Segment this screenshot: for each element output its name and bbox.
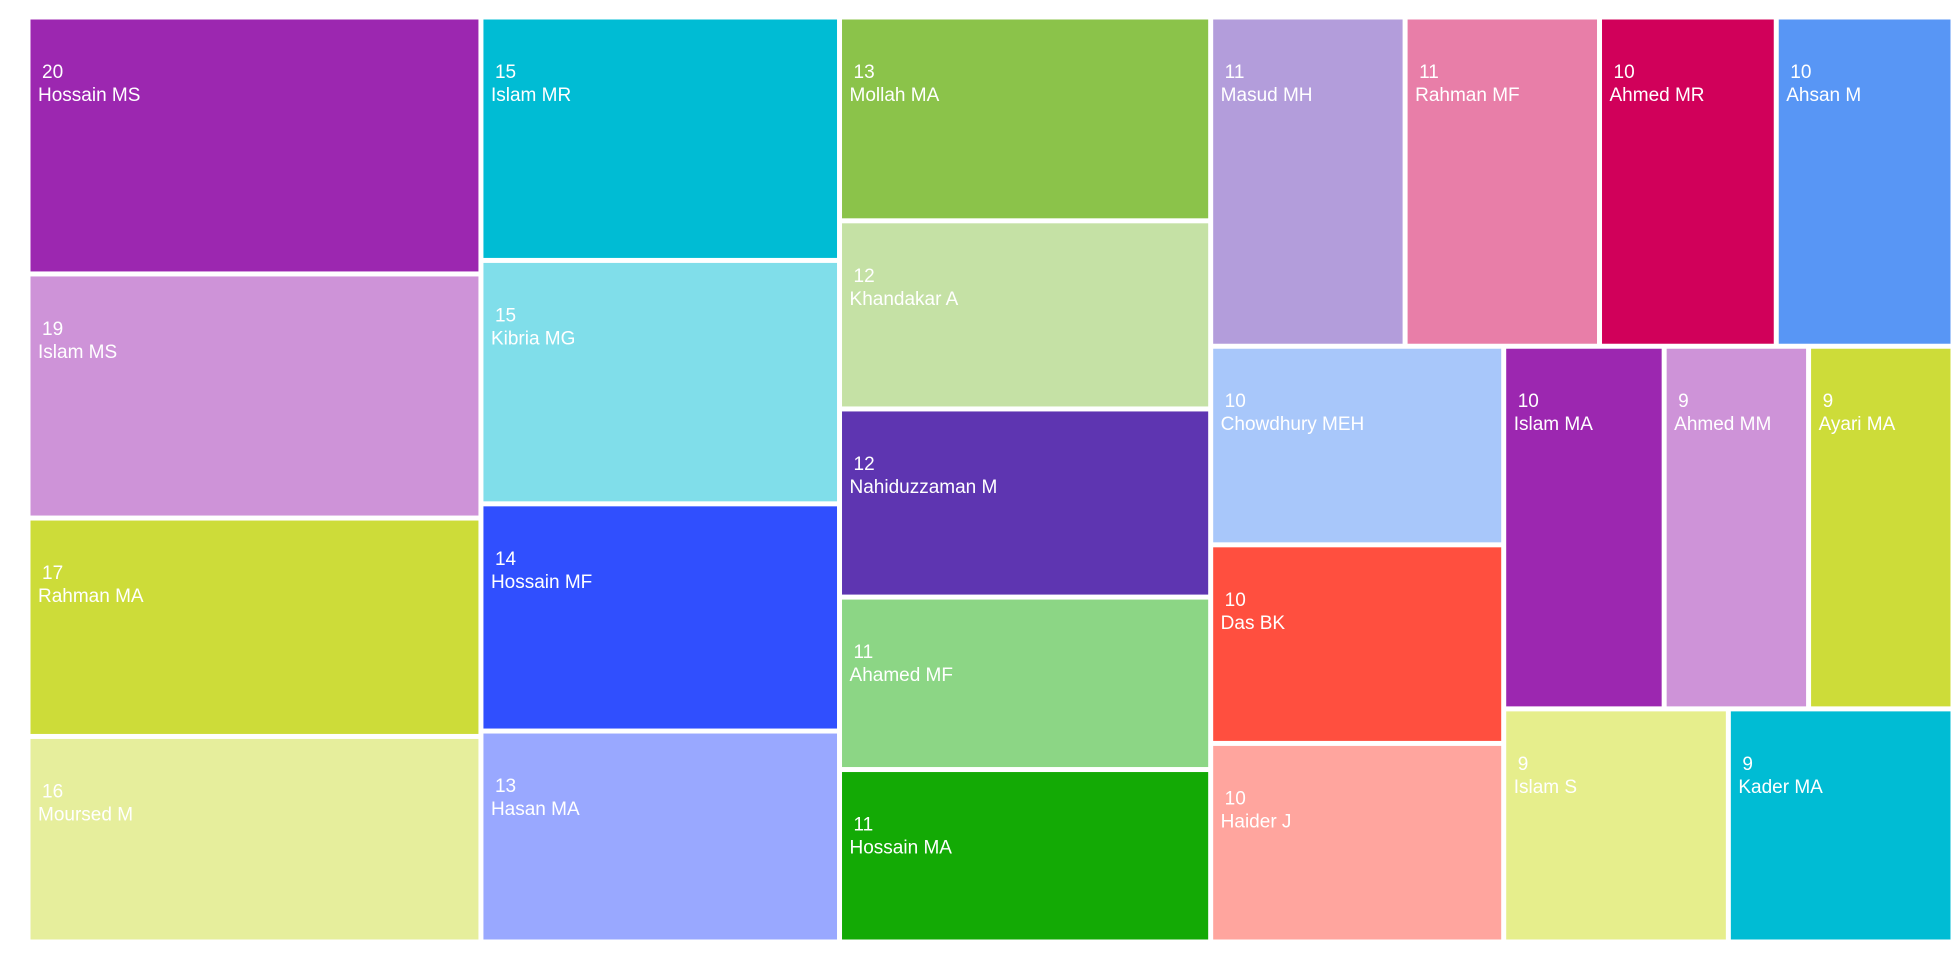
tile-value: 12 (854, 454, 875, 475)
tile (1407, 19, 1598, 344)
tile (1213, 348, 1502, 543)
tile (483, 19, 838, 258)
tile (1778, 19, 1951, 344)
tile-label: Mollah MA (850, 85, 940, 106)
tile-value: 10 (1518, 391, 1539, 412)
tile-label: Ahmed MR (1610, 85, 1705, 106)
tile-label: Khandakar A (850, 289, 959, 310)
tile-value: 11 (1419, 62, 1439, 83)
tile-label: Moursed M (38, 804, 133, 825)
tile-value: 10 (1225, 391, 1246, 412)
tile-label: Kader MA (1738, 777, 1823, 798)
tile-label: Hossain MS (38, 85, 140, 106)
tile (1506, 348, 1662, 707)
tile-label: Rahman MA (38, 586, 144, 607)
tile-label: Islam MR (491, 85, 571, 106)
tile (1666, 348, 1807, 707)
tile-value: 10 (1790, 62, 1811, 83)
tile-label: Das BK (1221, 613, 1286, 634)
tile-value: 9 (1678, 391, 1689, 412)
tile-value: 16 (42, 781, 63, 802)
tile-value: 10 (1614, 62, 1635, 83)
tile (483, 262, 838, 502)
tile-value: 11 (854, 642, 874, 663)
tile-value: 9 (1518, 754, 1529, 775)
tile-value: 11 (1225, 62, 1245, 83)
tile-label: Hasan MA (491, 799, 580, 820)
tile-label: Ahsan M (1786, 85, 1861, 106)
tile (842, 19, 1209, 219)
tile-value: 10 (1225, 590, 1246, 611)
tile-value: 19 (42, 319, 63, 340)
tile-label: Kibria MG (491, 328, 575, 349)
tile-label: Masud MH (1221, 85, 1313, 106)
tile (842, 772, 1209, 940)
tile-label: Ahamed MF (850, 665, 953, 686)
tile-value: 20 (42, 62, 63, 83)
tile (483, 733, 838, 940)
tile (1602, 19, 1774, 344)
tile (1213, 19, 1403, 344)
tile-value: 17 (42, 563, 63, 584)
tile-label: Hossain MA (850, 838, 953, 859)
tile-value: 15 (495, 62, 516, 83)
tile (30, 19, 479, 272)
tile-value: 13 (854, 62, 875, 83)
tile (1730, 711, 1951, 940)
tile-value: 15 (495, 305, 516, 326)
tile-value: 14 (495, 549, 517, 570)
tile (30, 276, 479, 516)
tile-label: Rahman MF (1415, 85, 1520, 106)
tile (842, 223, 1209, 407)
tile-value: 10 (1225, 788, 1246, 809)
tile-label: Haider J (1221, 811, 1292, 832)
tile-value: 9 (1823, 391, 1834, 412)
tile-label: Islam MA (1514, 414, 1594, 435)
tile-label: Islam S (1514, 777, 1577, 798)
tile-value: 13 (495, 776, 516, 797)
tile-label: Ahmed MM (1674, 414, 1771, 435)
tile-label: Hossain MF (491, 572, 592, 593)
tile (842, 411, 1209, 595)
tile (30, 520, 479, 734)
tile (30, 738, 479, 940)
tile-label: Ayari MA (1819, 414, 1896, 435)
tile-label: Chowdhury MEH (1221, 414, 1365, 435)
tile (1506, 711, 1726, 940)
tile (1213, 745, 1502, 940)
tile (842, 599, 1209, 768)
tile (483, 506, 838, 729)
tile-value: 12 (854, 266, 875, 287)
tile (1213, 547, 1502, 741)
tile-value: 11 (854, 815, 874, 836)
tile (1811, 348, 1951, 707)
tile-value: 9 (1742, 754, 1753, 775)
tile-label: Nahiduzzaman M (850, 477, 998, 498)
tile-label: Islam MS (38, 342, 117, 363)
